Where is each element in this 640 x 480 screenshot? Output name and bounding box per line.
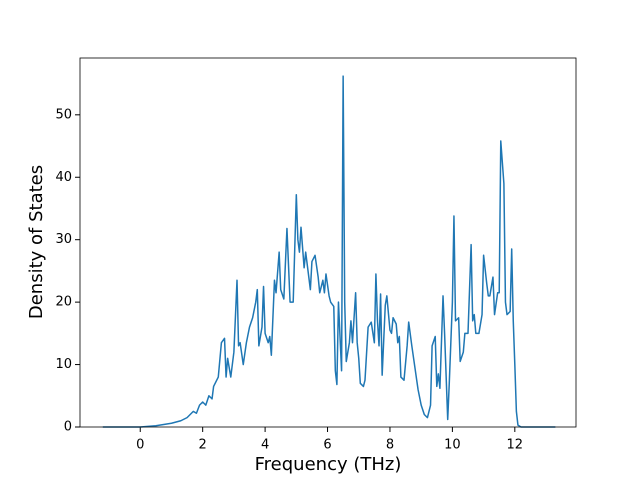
plot-frame bbox=[79, 57, 577, 428]
x-tick-label: 0 bbox=[136, 438, 144, 453]
x-tick-label: 8 bbox=[386, 438, 394, 453]
y-tick-label: 50 bbox=[55, 107, 72, 122]
x-tick-label: 12 bbox=[507, 438, 524, 453]
x-tick-label: 2 bbox=[199, 438, 207, 453]
x-axis-label: Frequency (THz) bbox=[255, 454, 402, 475]
x-tick-label: 6 bbox=[323, 438, 331, 453]
x-tick-label: 10 bbox=[444, 438, 461, 453]
data-line bbox=[102, 75, 556, 428]
y-tick-label: 10 bbox=[55, 357, 72, 372]
x-tick-label: 4 bbox=[261, 438, 269, 453]
y-tick-label: 20 bbox=[55, 295, 72, 310]
y-axis-label: Density of States bbox=[26, 165, 47, 319]
y-tick-label: 0 bbox=[64, 420, 72, 435]
y-tick-label: 30 bbox=[55, 232, 72, 247]
y-tick-label: 40 bbox=[55, 170, 72, 185]
